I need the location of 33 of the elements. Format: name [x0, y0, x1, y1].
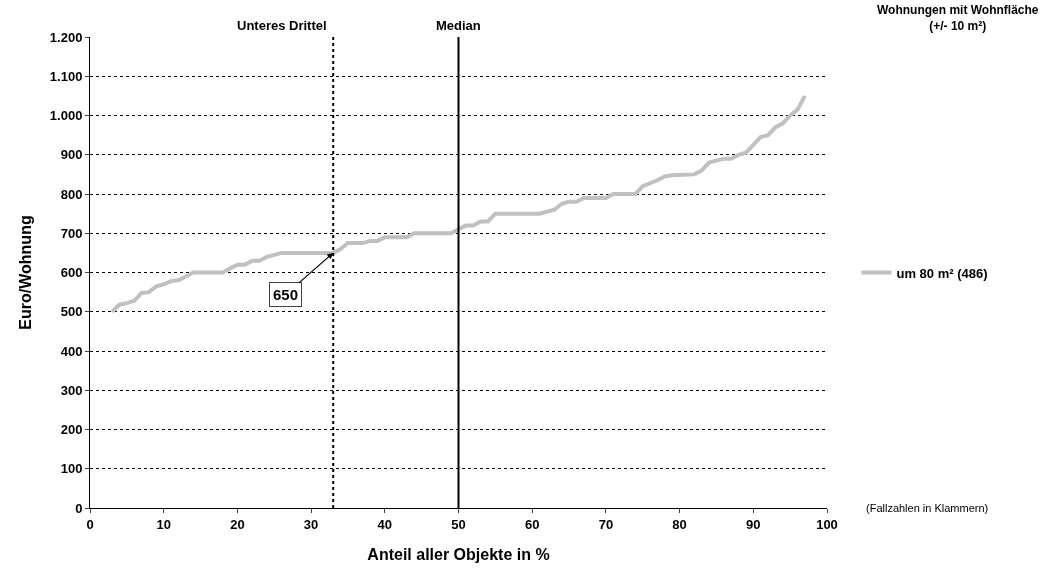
- x-tick-label: 80: [672, 516, 687, 532]
- x-tick-label: 100: [816, 516, 838, 532]
- y-tick-label: 500: [60, 304, 83, 320]
- y-tick-label: 100: [60, 461, 83, 477]
- y-tick-label: 600: [60, 265, 83, 281]
- x-tick-label: 20: [230, 516, 245, 532]
- annotation: 650: [273, 286, 299, 303]
- line-series: [110, 93, 807, 314]
- y-tick-label: 1.000: [49, 108, 83, 124]
- y-tick-label: 0: [75, 500, 83, 516]
- x-tick-label: 10: [156, 516, 171, 532]
- y-tick-label: 200: [60, 422, 83, 438]
- y-tick-label: 800: [60, 186, 83, 202]
- x-tick-label: 0: [86, 516, 94, 532]
- y-tick-label: 1.200: [49, 29, 83, 45]
- y-tick-label: 400: [60, 343, 83, 359]
- ref-line-label: Median: [436, 18, 481, 33]
- x-axis-title: Anteil aller Objekte in %: [367, 546, 550, 564]
- legend-title: Wohnungen mit Wohnfläche (+/- 10 m²): [877, 3, 1039, 33]
- y-axis-title: Euro/Wohnung: [16, 215, 34, 330]
- text: (Fallzahlen in Klammern): [866, 502, 989, 514]
- ref-line-label: Unteres Drittel: [237, 18, 327, 33]
- legend-label: um 80 m² (486): [896, 265, 988, 281]
- x-tick-label: 30: [303, 516, 319, 532]
- x-tick-label: 60: [524, 516, 540, 532]
- x-tick-label: 50: [451, 516, 466, 532]
- y-tick-label: 900: [60, 147, 83, 163]
- x-tick-label: 90: [746, 516, 761, 532]
- x-tick-label: 40: [377, 516, 393, 532]
- y-tick-label: 1.100: [49, 68, 83, 84]
- y-tick-label: 300: [60, 382, 83, 398]
- x-tick-label: 70: [598, 516, 614, 532]
- y-tick-label: 700: [60, 225, 83, 241]
